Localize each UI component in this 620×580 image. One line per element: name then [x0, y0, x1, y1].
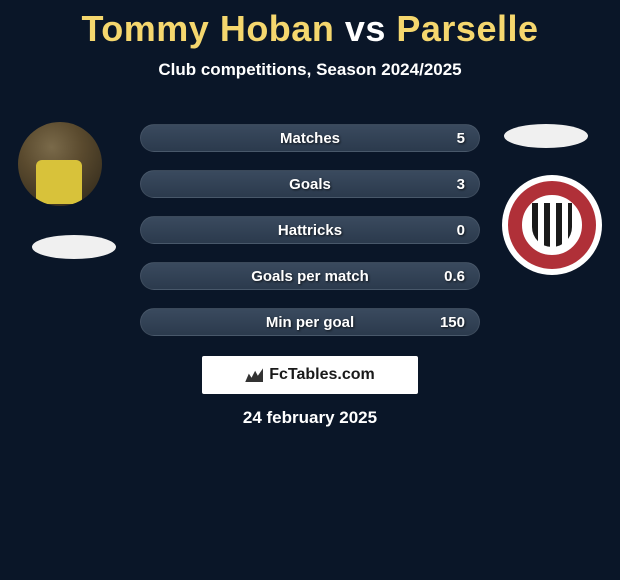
stat-label: Min per goal — [141, 309, 479, 337]
stat-bars: Matches 5 Goals 3 Hattricks 0 Goals per … — [140, 124, 480, 354]
stat-label: Hattricks — [141, 217, 479, 245]
stat-bar-min-per-goal: Min per goal 150 — [140, 308, 480, 336]
player2-club-badge — [502, 175, 602, 275]
player1-name: Tommy Hoban — [81, 8, 334, 49]
player1-flag — [32, 235, 116, 259]
source-badge: FcTables.com — [202, 356, 418, 394]
stat-value: 0.6 — [444, 263, 465, 291]
comparison-title: Tommy Hoban vs Parselle — [0, 0, 620, 50]
chart-icon — [245, 368, 263, 382]
player2-name: Parselle — [396, 8, 538, 49]
vs-text: vs — [345, 8, 386, 49]
stat-label: Matches — [141, 125, 479, 153]
stat-bar-goals-per-match: Goals per match 0.6 — [140, 262, 480, 290]
stat-value: 150 — [440, 309, 465, 337]
subtitle: Club competitions, Season 2024/2025 — [0, 60, 620, 80]
stat-label: Goals — [141, 171, 479, 199]
stat-value: 0 — [457, 217, 465, 245]
stat-bar-hattricks: Hattricks 0 — [140, 216, 480, 244]
source-site: FcTables.com — [269, 366, 375, 384]
stat-bar-matches: Matches 5 — [140, 124, 480, 152]
stat-label: Goals per match — [141, 263, 479, 291]
stat-value: 5 — [457, 125, 465, 153]
stat-value: 3 — [457, 171, 465, 199]
player2-flag — [504, 124, 588, 148]
stat-bar-goals: Goals 3 — [140, 170, 480, 198]
player1-avatar — [18, 122, 102, 206]
badge-stripes — [532, 203, 572, 247]
date-label: 24 february 2025 — [0, 408, 620, 428]
